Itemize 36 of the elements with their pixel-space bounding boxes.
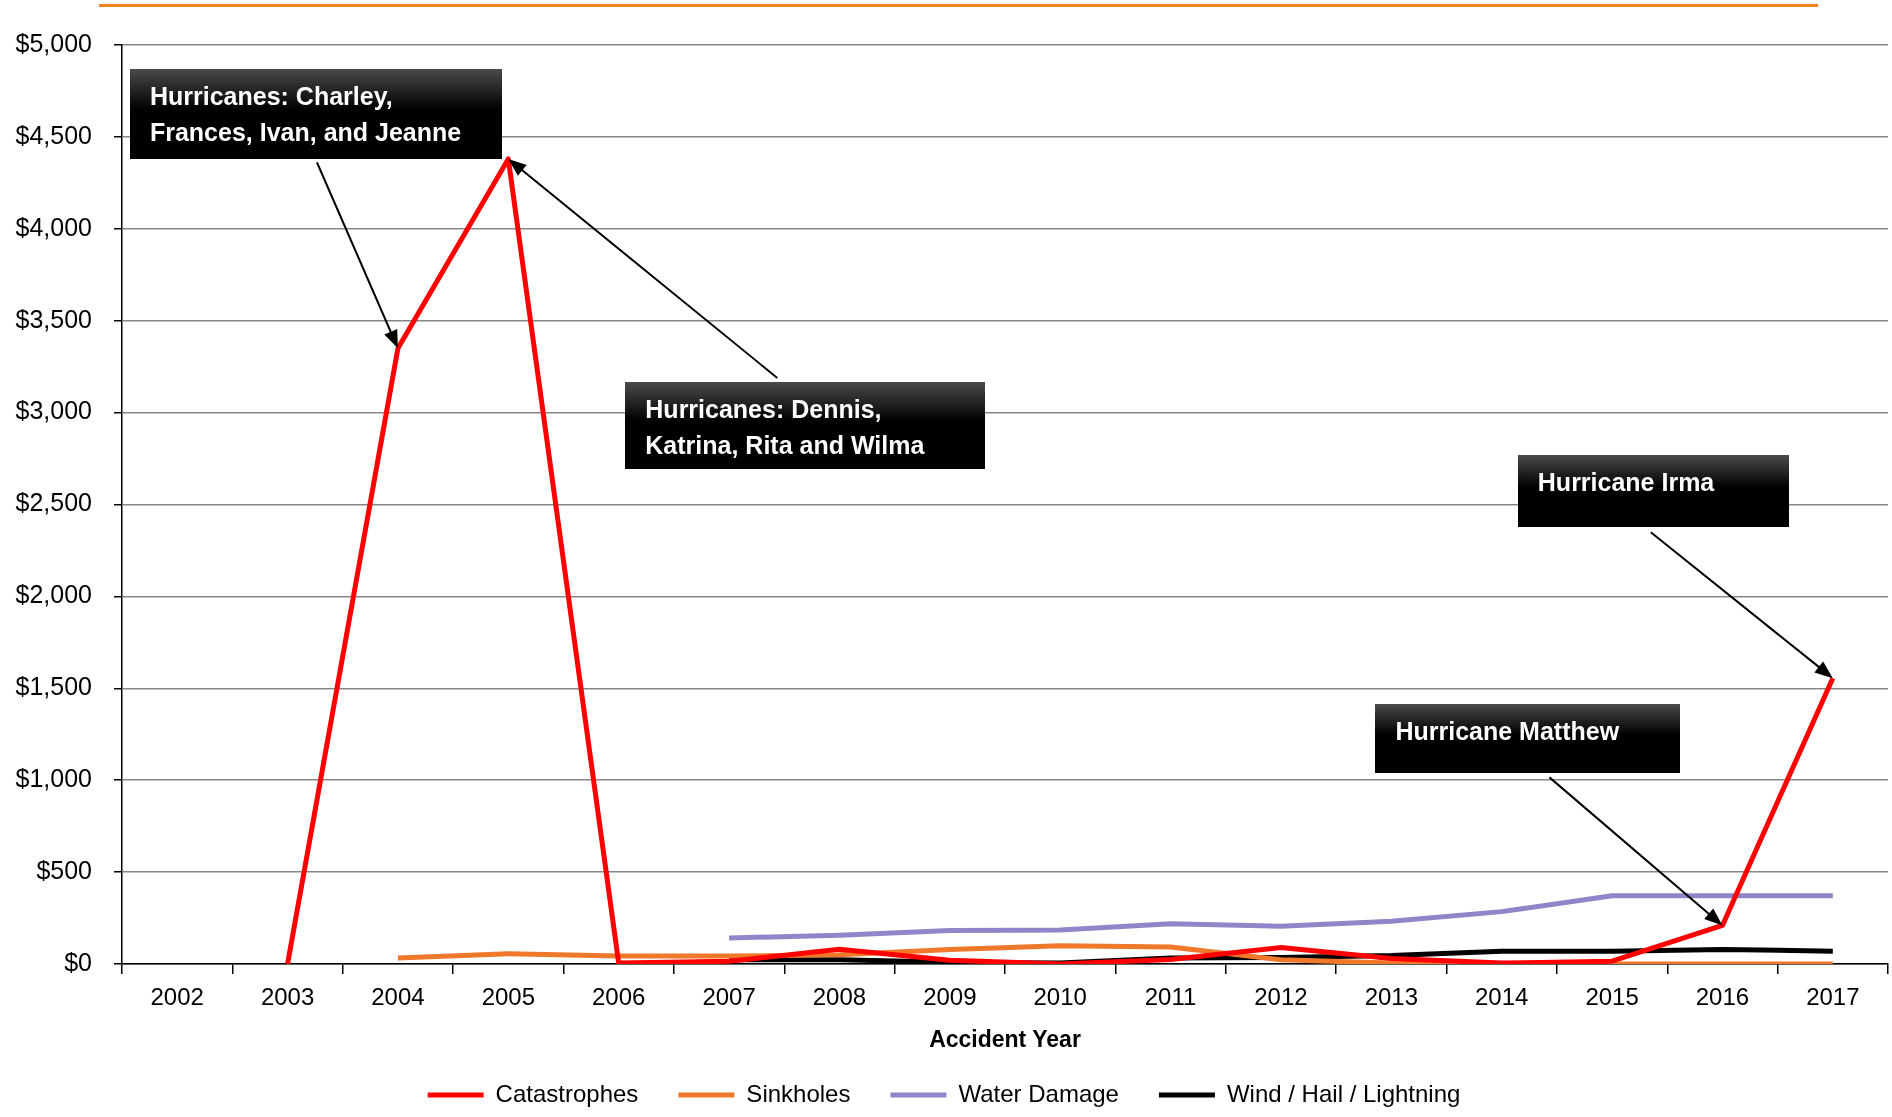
x-tick-label: 2008 — [812, 983, 867, 1011]
legend-label: Catastrophes — [495, 1079, 639, 1107]
y-tick-label: $4,500 — [15, 120, 92, 149]
x-tick-label: 2009 — [923, 983, 977, 1011]
y-tick-label: $2,000 — [15, 580, 92, 609]
x-tick-label: 2004 — [371, 983, 425, 1011]
x-tick-label: 2002 — [150, 983, 204, 1011]
y-tick-label: $1,000 — [15, 764, 92, 793]
annotation: Hurricanes: Charley, Frances, Ivan, and Jeanne — [149, 82, 462, 147]
y-tick-label: $4,000 — [15, 212, 92, 241]
x-tick-label: 2005 — [481, 983, 536, 1011]
y-tick-label: $1,500 — [15, 672, 92, 701]
annotation: Hurricane Irma — [1537, 468, 1715, 497]
y-tick-label: $500 — [36, 855, 92, 884]
x-tick-label: 2014 — [1474, 983, 1529, 1011]
x-tick-label: 2010 — [1033, 983, 1087, 1011]
x-tick-label: 2011 — [1144, 983, 1197, 1011]
y-tick-label: $5,000 — [15, 28, 92, 57]
x-tick-label: 2016 — [1695, 983, 1750, 1011]
y-tick-label: $3,500 — [15, 304, 92, 333]
annotation: Hurricane Matthew — [1395, 717, 1620, 746]
x-tick-label: 2012 — [1254, 983, 1308, 1011]
legend-label: Sinkholes — [746, 1079, 851, 1107]
legend-label: Wind / Hail / Lightning — [1226, 1079, 1461, 1107]
y-tick-label: $0 — [64, 947, 92, 976]
x-tick-label: 2015 — [1585, 983, 1639, 1011]
legend-label: Water Damage — [958, 1079, 1119, 1107]
x-tick-label: 2017 — [1806, 983, 1860, 1011]
x-tick-label: 2006 — [591, 983, 646, 1011]
y-tick-label: $2,500 — [15, 488, 92, 517]
x-axis-title: Accident Year — [929, 1025, 1081, 1052]
x-tick-label: 2013 — [1364, 983, 1419, 1011]
y-tick-label: $3,000 — [15, 396, 92, 425]
x-tick-label: 2003 — [260, 983, 315, 1011]
x-tick-label: 2007 — [702, 983, 756, 1011]
annotation: Hurricanes: Dennis, Katrina, Rita and Wilma — [645, 394, 925, 459]
